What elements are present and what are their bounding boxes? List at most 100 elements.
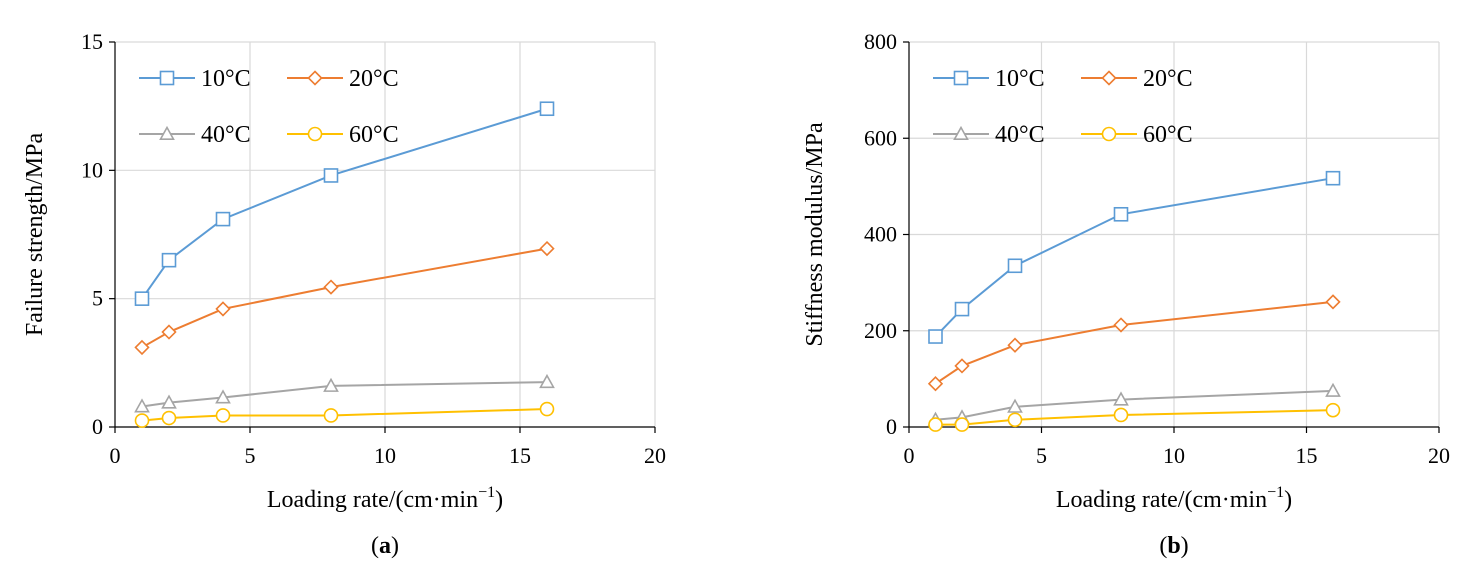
legend-label-3: 40°C xyxy=(201,122,251,148)
series-line-2 xyxy=(934,300,1334,385)
series-line-3 xyxy=(141,381,548,408)
data-point-series-2 xyxy=(215,301,231,317)
legend-marker-1 xyxy=(953,70,969,86)
x-axis-title-superscript: −1 xyxy=(1267,484,1284,501)
y-tick-label: 10 xyxy=(81,157,103,182)
data-point-series-2 xyxy=(954,358,970,374)
y-tick-label: 0 xyxy=(886,414,897,439)
chart-a-svg: 0 5 10 15 0 5 10 15 20 Failure strength/MPa Loadin… xyxy=(22,29,666,559)
axes: 0 5 10 15 0 5 10 15 20 xyxy=(81,29,666,468)
data-point-series-2 xyxy=(161,324,177,340)
series-line-4 xyxy=(141,408,548,422)
series-line-4 xyxy=(935,409,1334,426)
legend-marker-4 xyxy=(1101,126,1117,142)
x-tick-label: 5 xyxy=(1036,443,1047,468)
data-point-series-3 xyxy=(161,394,177,409)
data-point-series-3 xyxy=(134,398,150,413)
legend-label-4: 60°C xyxy=(349,122,399,148)
data-point-series-2 xyxy=(134,339,150,356)
x-tick-label: 20 xyxy=(644,443,666,468)
y-tick-label: 400 xyxy=(864,222,897,247)
data-point-series-2 xyxy=(1325,294,1341,310)
data-point-series-2 xyxy=(539,240,555,257)
x-axis-title-superscript: −1 xyxy=(478,484,495,501)
data-point-series-3 xyxy=(1007,398,1023,413)
data-point-series-1 xyxy=(928,329,943,344)
series-group xyxy=(927,170,1341,432)
x-tick-label: 15 xyxy=(1296,443,1318,468)
data-point-series-4 xyxy=(954,417,970,432)
legend-marker-3 xyxy=(159,125,175,140)
caption-open: ( xyxy=(1159,533,1167,559)
x-tick-label: 5 xyxy=(245,443,256,468)
data-point-series-4 xyxy=(323,408,339,423)
x-tick-label: 0 xyxy=(110,443,121,468)
data-point-series-3 xyxy=(1325,382,1341,397)
x-axis-title-close: ) xyxy=(1284,487,1292,513)
chart-panel-a: 0 5 10 15 0 5 10 15 20 Failure strength/MPa Loadin… xyxy=(0,0,700,572)
legend-marker-4 xyxy=(307,126,323,142)
caption-letter: b xyxy=(1167,533,1180,559)
legend-label-2: 20°C xyxy=(349,66,399,92)
y-tick-label: 800 xyxy=(864,29,897,54)
panel-caption: (b) xyxy=(1159,533,1188,559)
data-point-series-2 xyxy=(323,279,339,295)
legend-marker-2 xyxy=(307,70,323,86)
x-axis-title: Loading rate/(cm·min−1) xyxy=(267,484,503,513)
data-point-series-3 xyxy=(1113,391,1129,406)
y-axis-title: Stiffness modulus/MPa xyxy=(802,122,828,347)
data-point-series-4 xyxy=(134,413,150,428)
data-point-series-1 xyxy=(1325,170,1341,186)
legend: 10°C 20°C 40°C 60°C xyxy=(933,66,1193,148)
gridlines xyxy=(115,41,656,427)
caption-open: ( xyxy=(371,533,379,559)
legend: 10°C 20°C 40°C 60°C xyxy=(139,66,399,148)
caption-close: ) xyxy=(391,533,399,559)
data-point-series-4 xyxy=(1325,402,1341,418)
legend-label-3: 40°C xyxy=(995,122,1045,148)
legend-marker-3 xyxy=(953,125,969,140)
data-point-series-3 xyxy=(539,373,555,389)
legend-label-1: 10°C xyxy=(995,66,1045,92)
data-point-series-4 xyxy=(928,417,943,432)
legend-label-1: 10°C xyxy=(201,66,251,92)
axes: 0 200 400 600 800 0 5 10 15 20 xyxy=(864,29,1450,468)
caption-close: ) xyxy=(1181,533,1189,559)
data-point-series-1 xyxy=(161,252,177,268)
legend-label-2: 20°C xyxy=(1143,66,1193,92)
x-axis-title-base: Loading rate/(cm·min xyxy=(1056,487,1267,513)
data-point-series-1 xyxy=(1007,258,1023,274)
data-point-series-3 xyxy=(323,377,339,392)
data-point-series-2 xyxy=(1007,337,1023,353)
legend-marker-2 xyxy=(1101,70,1117,86)
data-point-series-3 xyxy=(215,389,231,404)
gridlines xyxy=(909,41,1440,427)
chart-panel-b: 0 200 400 600 800 0 5 10 15 20 Stiffness modulus/M… xyxy=(760,0,1477,572)
x-axis-title-close: ) xyxy=(495,487,503,513)
data-point-series-1 xyxy=(954,301,970,317)
data-point-series-4 xyxy=(161,410,177,426)
data-point-series-4 xyxy=(1007,412,1023,428)
y-tick-label: 5 xyxy=(92,286,103,311)
data-point-series-1 xyxy=(1113,206,1129,222)
series-line-1 xyxy=(934,177,1334,338)
chart-b-svg: 0 200 400 600 800 0 5 10 15 20 Stiffness modulus/M… xyxy=(802,29,1450,559)
legend-marker-1 xyxy=(159,70,175,86)
x-tick-label: 0 xyxy=(904,443,915,468)
data-point-series-4 xyxy=(1113,407,1129,423)
y-tick-label: 200 xyxy=(864,318,897,343)
x-tick-label: 15 xyxy=(509,443,531,468)
data-point-series-1 xyxy=(323,168,339,183)
x-axis-title-base: Loading rate/(cm·min xyxy=(267,487,478,513)
data-point-series-2 xyxy=(927,376,944,392)
y-axis-title: Failure strength/MPa xyxy=(22,133,48,337)
data-point-series-1 xyxy=(539,101,555,117)
caption-letter: a xyxy=(379,533,391,559)
data-point-series-4 xyxy=(539,401,555,417)
y-tick-label: 600 xyxy=(864,125,897,150)
legend-label-4: 60°C xyxy=(1143,122,1193,148)
panel-caption: (a) xyxy=(371,533,399,559)
data-point-series-4 xyxy=(215,408,231,423)
series-line-2 xyxy=(141,247,548,349)
x-axis-title: Loading rate/(cm·min−1) xyxy=(1056,484,1292,513)
